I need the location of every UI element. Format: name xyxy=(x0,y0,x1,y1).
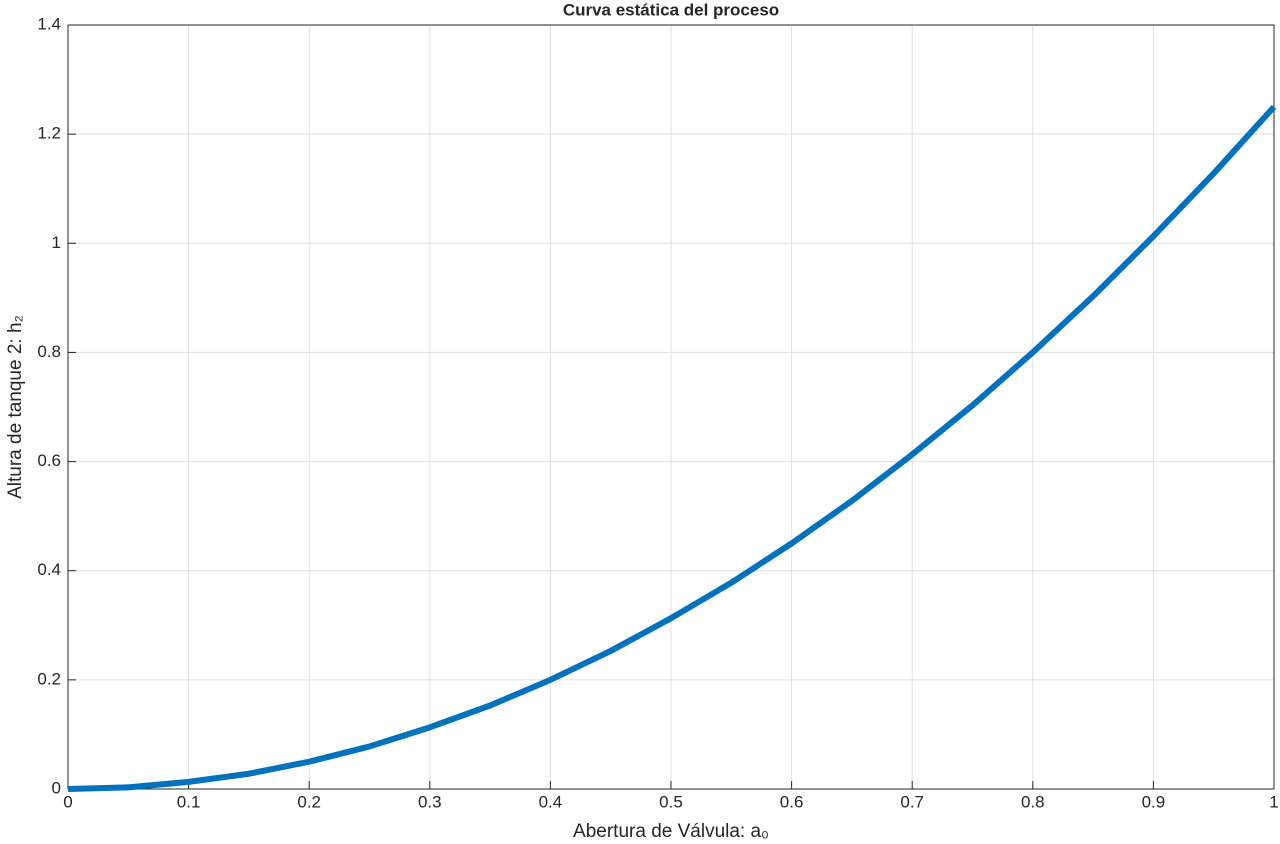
x-tick-label: 0.6 xyxy=(780,792,804,811)
y-tick-label: 1.2 xyxy=(37,124,61,143)
chart-title: Curva estática del proceso xyxy=(563,0,779,19)
x-tick-label: 0.7 xyxy=(900,792,924,811)
x-tick-label: 0.8 xyxy=(1021,792,1045,811)
x-axis-label: Abertura de Válvula: a₀ xyxy=(573,821,769,842)
data-line xyxy=(67,104,1277,792)
x-tick-label: 0.9 xyxy=(1142,792,1166,811)
x-tick-label: 0.1 xyxy=(177,792,201,811)
y-tick-label: 0 xyxy=(52,778,61,797)
x-tick-label: 0.4 xyxy=(539,792,563,811)
y-tick-label: 0.8 xyxy=(37,342,61,361)
x-tick-label: 0.5 xyxy=(659,792,683,811)
y-tick-label: 1.4 xyxy=(37,14,61,33)
y-tick-label: 0.2 xyxy=(37,669,61,688)
y-axis-label: Altura de tanque 2: h₂ xyxy=(5,315,26,499)
x-tick-label: 0.2 xyxy=(297,792,321,811)
x-tick-label: 0.3 xyxy=(418,792,442,811)
x-tick-label: 0 xyxy=(63,792,72,811)
plot-frame xyxy=(67,24,1275,790)
y-tick-label: 0.4 xyxy=(37,560,61,579)
y-tick-label: 1 xyxy=(52,233,61,252)
y-tick-label: 0.6 xyxy=(37,451,61,470)
x-tick-label: 1 xyxy=(1269,792,1278,811)
